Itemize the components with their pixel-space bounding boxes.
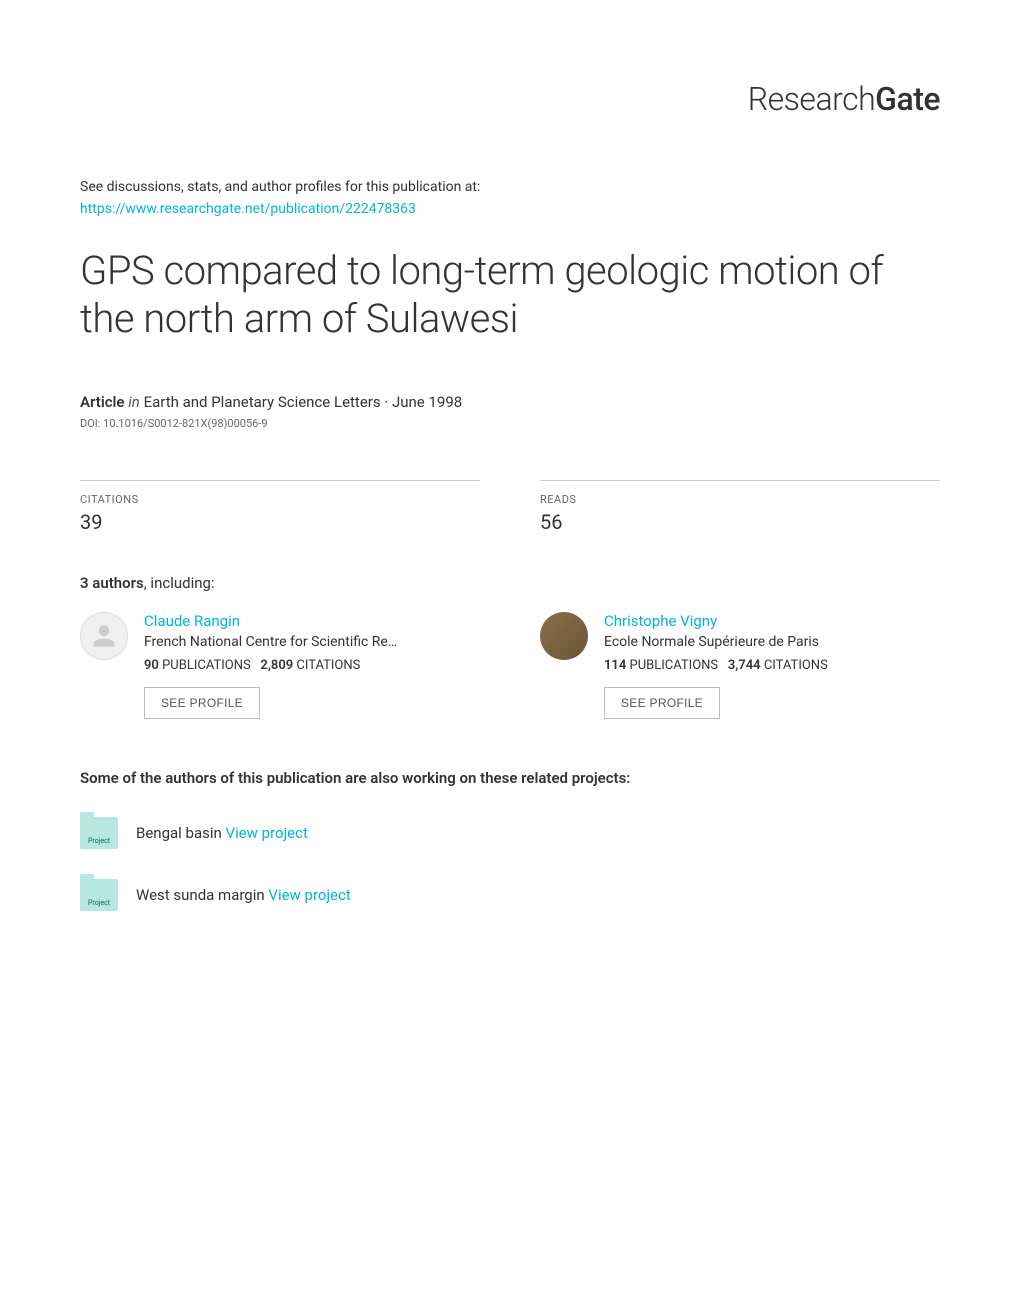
- project-folder-icon: Project: [80, 817, 118, 849]
- project-row: Project Bengal basin View project: [80, 817, 940, 849]
- project-icon-label: Project: [80, 837, 118, 845]
- reads-label: READS: [540, 493, 940, 506]
- project-text: West sunda margin View project: [136, 886, 351, 904]
- article-label: Article: [80, 393, 125, 411]
- pubs-label: PUBLICATIONS: [630, 658, 719, 673]
- avatar[interactable]: [540, 612, 588, 660]
- project-icon-label: Project: [80, 899, 118, 907]
- authors-line: 3 authors, including:: [80, 574, 940, 592]
- article-in: in: [128, 393, 140, 411]
- authors-row: Claude Rangin French National Centre for…: [80, 612, 940, 719]
- paper-title: GPS compared to long-term geologic motio…: [80, 247, 940, 343]
- project-folder-icon: Project: [80, 879, 118, 911]
- citations-label: CITATIONS: [80, 493, 480, 506]
- stats-row: CITATIONS 39 READS 56: [80, 480, 940, 534]
- user-icon: [88, 620, 120, 652]
- pubs-count: 114: [604, 658, 626, 673]
- project-row: Project West sunda margin View project: [80, 879, 940, 911]
- cites-label: CITATIONS: [296, 658, 360, 673]
- pubs-label: PUBLICATIONS: [162, 658, 251, 673]
- view-project-link[interactable]: View project: [268, 886, 350, 904]
- logo-prefix: Research: [748, 80, 875, 118]
- related-projects-heading: Some of the authors of this publication …: [80, 769, 940, 787]
- author-info: Claude Rangin French National Centre for…: [144, 612, 480, 719]
- author-name[interactable]: Christophe Vigny: [604, 612, 940, 630]
- authors-count: 3 authors: [80, 574, 144, 592]
- avatar-placeholder[interactable]: [80, 612, 128, 660]
- project-title: West sunda margin: [136, 886, 265, 904]
- author-affiliation[interactable]: French National Centre for Scientific Re…: [144, 634, 480, 650]
- article-meta-line: Article in Earth and Planetary Science L…: [80, 393, 940, 411]
- citations-col: CITATIONS 39: [80, 480, 480, 534]
- author-stats: 90 PUBLICATIONS 2,809 CITATIONS: [144, 658, 480, 673]
- pubs-count: 90: [144, 658, 159, 673]
- author-stats: 114 PUBLICATIONS 3,744 CITATIONS: [604, 658, 940, 673]
- author-card: Christophe Vigny Ecole Normale Supérieur…: [540, 612, 940, 719]
- cites-count: 3,744: [728, 658, 761, 673]
- researchgate-logo[interactable]: ResearchGate: [748, 80, 940, 118]
- cites-count: 2,809: [260, 658, 293, 673]
- author-name[interactable]: Claude Rangin: [144, 612, 480, 630]
- author-info: Christophe Vigny Ecole Normale Supérieur…: [604, 612, 940, 719]
- logo-suffix: Gate: [875, 80, 940, 118]
- see-profile-button[interactable]: SEE PROFILE: [604, 687, 720, 719]
- reads-col: READS 56: [540, 480, 940, 534]
- see-profile-button[interactable]: SEE PROFILE: [144, 687, 260, 719]
- reads-value: 56: [540, 510, 940, 534]
- article-journal: Earth and Planetary Science Letters · Ju…: [144, 393, 463, 411]
- view-project-link[interactable]: View project: [226, 824, 308, 842]
- logo-row: ResearchGate: [80, 80, 940, 118]
- author-card: Claude Rangin French National Centre for…: [80, 612, 480, 719]
- citations-value: 39: [80, 510, 480, 534]
- project-title: Bengal basin: [136, 824, 222, 842]
- discussion-block: See discussions, stats, and author profi…: [80, 178, 940, 217]
- project-text: Bengal basin View project: [136, 824, 308, 842]
- publication-link[interactable]: https://www.researchgate.net/publication…: [80, 201, 416, 217]
- discussion-text: See discussions, stats, and author profi…: [80, 178, 940, 198]
- doi-text: DOI: 10.1016/S0012-821X(98)00056-9: [80, 417, 940, 430]
- author-affiliation[interactable]: Ecole Normale Supérieure de Paris: [604, 634, 940, 650]
- cites-label: CITATIONS: [764, 658, 828, 673]
- authors-including: , including:: [144, 574, 215, 592]
